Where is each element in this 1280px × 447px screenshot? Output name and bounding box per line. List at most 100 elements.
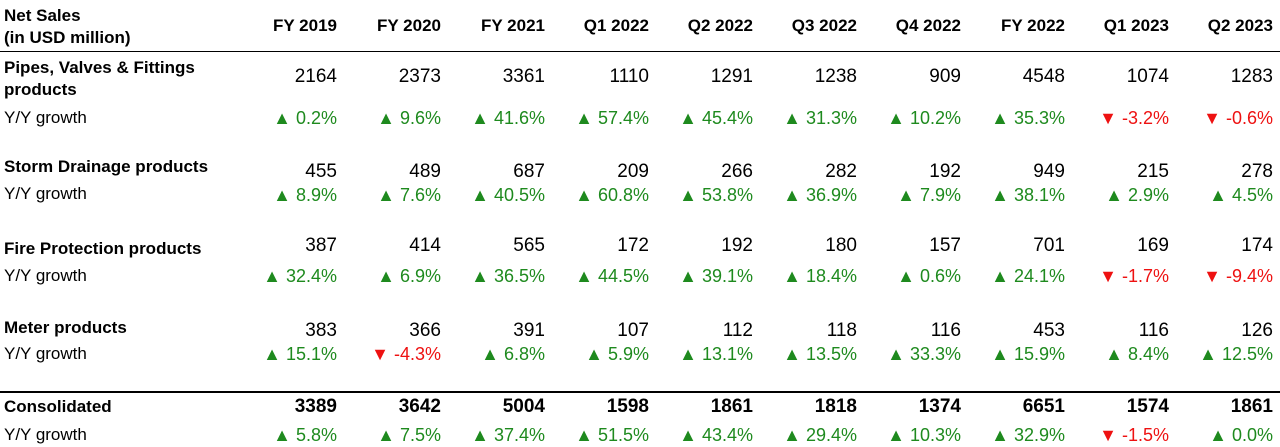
value-cell: 157 bbox=[929, 235, 961, 256]
growth-cell: ▲ 40.5% bbox=[471, 185, 545, 205]
growth-cell: ▲ 51.5% bbox=[575, 425, 649, 445]
value-cell: 1283 bbox=[1230, 66, 1273, 87]
value-cell: 565 bbox=[513, 235, 545, 256]
value-cell: 126 bbox=[1241, 320, 1273, 341]
growth-cell: ▲ 36.9% bbox=[783, 185, 857, 205]
growth-cell: ▲ 4.5% bbox=[1209, 185, 1273, 205]
header-title: Net Sales bbox=[4, 6, 81, 25]
growth-cell: ▼ -1.5% bbox=[1099, 425, 1169, 445]
growth-cell: ▲ 6.9% bbox=[377, 266, 441, 286]
growth-cell: ▲ 7.6% bbox=[377, 185, 441, 205]
column-header: Q4 2022 bbox=[895, 16, 961, 35]
value-cell: 489 bbox=[409, 161, 441, 182]
row-label: Pipes, Valves & Fittings products bbox=[4, 58, 195, 99]
value-cell: 174 bbox=[1241, 235, 1273, 256]
growth-cell: ▲ 37.4% bbox=[471, 425, 545, 445]
value-cell: 949 bbox=[1033, 161, 1065, 182]
growth-cell: ▼ -4.3% bbox=[371, 344, 441, 364]
value-cell: 266 bbox=[721, 161, 753, 182]
growth-cell: ▲ 33.3% bbox=[887, 344, 961, 364]
growth-cell: ▼ -1.7% bbox=[1099, 266, 1169, 286]
growth-label: Y/Y growth bbox=[4, 108, 87, 127]
value-cell: 282 bbox=[825, 161, 857, 182]
value-cell: 909 bbox=[929, 66, 961, 87]
row-label: Storm Drainage products bbox=[4, 157, 209, 176]
value-cell: 455 bbox=[305, 161, 337, 182]
value-cell: 1291 bbox=[710, 66, 753, 87]
growth-label: Y/Y growth bbox=[4, 425, 87, 444]
value-cell: 414 bbox=[409, 235, 441, 256]
column-header: FY 2020 bbox=[377, 16, 441, 35]
growth-cell: ▲ 57.4% bbox=[575, 108, 649, 128]
column-header: Q1 2023 bbox=[1103, 16, 1169, 35]
growth-cell: ▲ 53.8% bbox=[679, 185, 753, 205]
growth-cell: ▼ -3.2% bbox=[1099, 108, 1169, 128]
value-cell: 387 bbox=[305, 235, 337, 256]
value-cell: 192 bbox=[721, 235, 753, 256]
growth-cell: ▲ 2.9% bbox=[1105, 185, 1169, 205]
growth-cell: ▲ 8.4% bbox=[1105, 344, 1169, 364]
growth-cell: ▲ 45.4% bbox=[679, 108, 753, 128]
value-cell: 5004 bbox=[502, 396, 545, 417]
value-cell: 209 bbox=[617, 161, 649, 182]
value-cell: 366 bbox=[409, 320, 441, 341]
growth-label: Y/Y growth bbox=[4, 184, 87, 203]
growth-cell: ▲ 31.3% bbox=[783, 108, 857, 128]
value-cell: 453 bbox=[1033, 320, 1065, 341]
value-cell: 215 bbox=[1137, 161, 1169, 182]
growth-cell: ▲ 0.2% bbox=[273, 108, 337, 128]
growth-cell: ▲ 12.5% bbox=[1199, 344, 1273, 364]
value-cell: 3642 bbox=[398, 396, 441, 417]
growth-cell: ▲ 43.4% bbox=[679, 425, 753, 445]
total-rule bbox=[0, 391, 1280, 393]
column-header: FY 2021 bbox=[481, 16, 545, 35]
value-cell: 1861 bbox=[710, 396, 753, 417]
column-header: FY 2019 bbox=[273, 16, 337, 35]
growth-cell: ▲ 13.1% bbox=[679, 344, 753, 364]
value-cell: 1074 bbox=[1126, 66, 1169, 87]
header-rule bbox=[0, 51, 1280, 52]
growth-cell: ▲ 41.6% bbox=[471, 108, 545, 128]
growth-cell: ▲ 39.1% bbox=[679, 266, 753, 286]
value-cell: 116 bbox=[1138, 320, 1169, 341]
value-cell: 169 bbox=[1137, 235, 1169, 256]
growth-cell: ▲ 9.6% bbox=[377, 108, 441, 128]
growth-cell: ▲ 38.1% bbox=[991, 185, 1065, 205]
value-cell: 2164 bbox=[294, 66, 337, 87]
growth-cell: ▲ 8.9% bbox=[273, 185, 337, 205]
value-cell: 1238 bbox=[814, 66, 857, 87]
header-subtitle: (in USD million) bbox=[4, 28, 131, 47]
growth-cell: ▼ -9.4% bbox=[1203, 266, 1273, 286]
growth-cell: ▲ 32.4% bbox=[263, 266, 337, 286]
growth-cell: ▲ 13.5% bbox=[783, 344, 857, 364]
growth-cell: ▲ 5.9% bbox=[585, 344, 649, 364]
growth-cell: ▲ 0.0% bbox=[1209, 425, 1273, 445]
value-cell: 3361 bbox=[502, 66, 545, 87]
value-cell: 1574 bbox=[1126, 396, 1169, 417]
value-cell: 180 bbox=[825, 235, 857, 256]
growth-cell: ▲ 15.9% bbox=[991, 344, 1065, 364]
value-cell: 687 bbox=[513, 161, 545, 182]
growth-cell: ▲ 7.9% bbox=[897, 185, 961, 205]
growth-label: Y/Y growth bbox=[4, 344, 87, 363]
growth-cell: ▲ 36.5% bbox=[471, 266, 545, 286]
value-cell: 2373 bbox=[398, 66, 441, 87]
value-cell: 1861 bbox=[1230, 396, 1273, 417]
growth-cell: ▲ 0.6% bbox=[897, 266, 961, 286]
growth-cell: ▲ 5.8% bbox=[273, 425, 337, 445]
growth-cell: ▲ 18.4% bbox=[783, 266, 857, 286]
value-cell: 112 bbox=[722, 320, 753, 341]
column-header: Q3 2022 bbox=[791, 16, 857, 35]
growth-cell: ▲ 6.8% bbox=[481, 344, 545, 364]
value-cell: 391 bbox=[513, 320, 545, 341]
growth-cell: ▼ -0.6% bbox=[1203, 108, 1273, 128]
value-cell: 3389 bbox=[294, 396, 337, 417]
growth-cell: ▲ 10.3% bbox=[887, 425, 961, 445]
growth-cell: ▲ 35.3% bbox=[991, 108, 1065, 128]
value-cell: 1374 bbox=[918, 396, 961, 417]
row-label: Consolidated bbox=[4, 397, 112, 416]
growth-cell: ▲ 10.2% bbox=[887, 108, 961, 128]
growth-cell: ▲ 15.1% bbox=[263, 344, 337, 364]
column-header: Q2 2022 bbox=[687, 16, 753, 35]
